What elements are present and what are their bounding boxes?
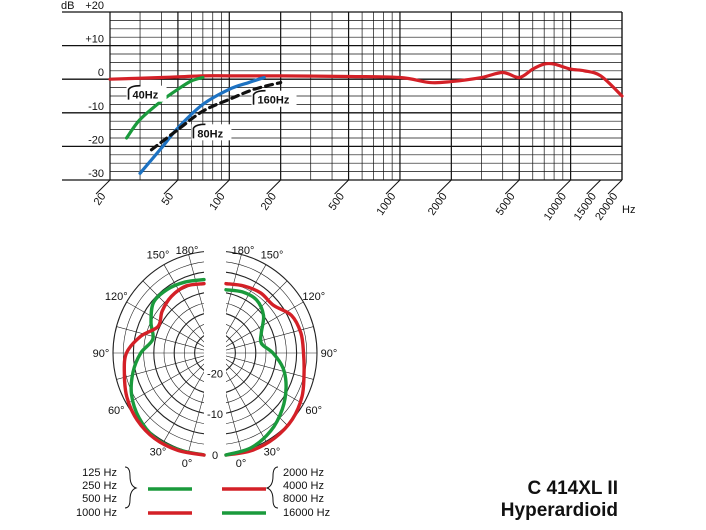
angle-label-left: 0° (182, 458, 193, 470)
polar-spoke (218, 264, 267, 347)
angle-label-right: 90° (321, 348, 338, 360)
x-axis-unit: Hz (622, 204, 635, 216)
polar-spoke (126, 356, 209, 405)
polar-spoke (221, 326, 314, 352)
polar-spoke (219, 280, 288, 349)
angle-label-left: 180° (176, 245, 199, 257)
legend-left-label: 500 Hz (82, 493, 117, 505)
x-tick-label: 50 (160, 191, 177, 208)
x-tick-mark (95, 179, 111, 195)
polar-curve-2000hz (224, 281, 306, 457)
filter-label: 40Hz (133, 90, 159, 102)
y-axis-unit: dB (61, 0, 74, 12)
product-title: C 414XL II Hyperardioid (440, 478, 618, 522)
x-tick-mark (607, 179, 623, 195)
polar-spoke (221, 354, 314, 380)
angle-label-left: 60° (108, 405, 125, 417)
legend-right-label: 16000 Hz (283, 507, 330, 519)
x-tick-mark (163, 179, 179, 195)
angle-label-left: 30° (150, 447, 167, 459)
filter-symbol (192, 123, 206, 139)
center-divider (204, 236, 226, 466)
polar-spoke (116, 326, 209, 352)
x-tick-mark (266, 179, 282, 195)
filter-label: 80Hz (197, 128, 223, 140)
response-curve-1 (108, 61, 624, 98)
legend-brace (124, 466, 138, 509)
filter-symbol (252, 89, 266, 105)
radial-label: -10 (207, 409, 223, 421)
response-curve-3 (138, 75, 266, 175)
polar-spoke (142, 357, 211, 426)
angle-label-right: 180° (232, 245, 255, 257)
filter-label: 160Hz (258, 95, 290, 107)
response-curve-2 (124, 75, 205, 140)
response-curve-4 (149, 80, 283, 152)
angle-label-left: 150° (147, 249, 170, 261)
polar-spoke (163, 264, 212, 347)
x-tick-mark (385, 179, 401, 195)
polar-spoke (142, 280, 211, 349)
polar-spoke (219, 357, 288, 426)
polar-spoke (163, 359, 212, 442)
x-tick-label: 20 (92, 191, 109, 208)
legend-right-label: 4000 Hz (283, 480, 324, 492)
pattern-name: Hyperardioid (500, 500, 618, 521)
y-tick-label: +10 (85, 34, 104, 46)
y-tick-label: -20 (88, 134, 104, 146)
angle-label-right: 120° (302, 291, 325, 303)
radial-label: -20 (207, 368, 223, 380)
y-tick-label: -30 (88, 168, 104, 180)
filter-label-bg (251, 90, 297, 107)
x-tick-mark (586, 179, 602, 195)
legend-right-label: 2000 Hz (283, 467, 324, 479)
y-tick-label: +20 (85, 0, 104, 12)
angle-label-right: 60° (305, 405, 322, 417)
filter-label-bg (191, 124, 232, 141)
polar-spoke (126, 301, 209, 350)
filter-label-bg (126, 85, 167, 102)
radial-label: 0 (212, 450, 218, 462)
polar-spoke (221, 356, 304, 405)
polar-spoke (218, 359, 267, 442)
y-tick-label: -10 (88, 101, 104, 113)
legend-left-label: 125 Hz (82, 467, 117, 479)
x-tick-mark (334, 179, 349, 195)
angle-label-right: 150° (261, 249, 284, 261)
legend-left-label: 1000 Hz (76, 507, 117, 519)
angle-label-right: 0° (236, 458, 247, 470)
legend-brace (265, 466, 279, 509)
x-tick-mark (436, 179, 452, 195)
polar-curve-16000hz (224, 288, 288, 457)
angle-label-right: 30° (264, 447, 281, 459)
polar-curve-1000hz (122, 281, 206, 457)
angle-label-left: 120° (105, 291, 128, 303)
x-tick-mark (504, 179, 520, 195)
filter-symbol (127, 84, 141, 100)
x-tick-mark (556, 179, 571, 195)
y-tick-label: 0 (98, 67, 104, 79)
x-tick-mark (214, 179, 230, 195)
angle-label-left: 90° (93, 348, 110, 360)
model-name: C 414XL II (527, 478, 618, 499)
legend-left-label: 250 Hz (82, 480, 117, 492)
legend-right-label: 8000 Hz (283, 493, 324, 505)
